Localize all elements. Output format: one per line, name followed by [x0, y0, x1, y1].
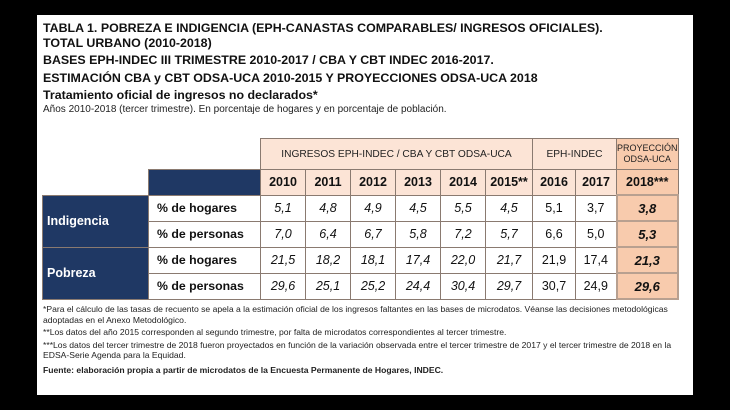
value-cell: 7,0 — [260, 220, 306, 248]
title-line-2: TOTAL URBANO (2010-2018) — [43, 35, 212, 50]
value-cell: 3,7 — [575, 194, 617, 222]
year-2014: 2014 — [440, 169, 486, 196]
value-cell: 21,9 — [532, 246, 576, 274]
title-line-5: Tratamiento oficial de ingresos no decla… — [43, 88, 318, 102]
year-2018: 2018*** — [616, 169, 679, 196]
value-cell: 6,4 — [305, 220, 351, 248]
value-cell: 24,4 — [395, 272, 441, 300]
title-block: TABLA 1. POBREZA E INDIGENCIA (EPH-CANAS… — [43, 21, 688, 115]
header-projection: PROYECCIÓN ODSA-UCA — [616, 138, 679, 170]
blank-corner — [42, 138, 261, 170]
year-2017: 2017 — [575, 169, 617, 196]
title-line-3: BASES EPH-INDEC III TRIMESTRE 2010-2017 … — [43, 53, 494, 67]
value-cell: 7,2 — [440, 220, 486, 248]
value-cell: 17,4 — [395, 246, 441, 274]
year-2012: 2012 — [350, 169, 396, 196]
poverty-table: INGRESOS EPH-INDEC / CBA Y CBT ODSA-UCA … — [42, 138, 680, 300]
year-2011: 2011 — [305, 169, 351, 196]
value-cell: 30,7 — [532, 272, 576, 300]
year-2015: 2015** — [485, 169, 533, 196]
row-label: % de hogares — [148, 246, 261, 274]
document-page: TABLA 1. POBREZA E INDIGENCIA (EPH-CANAS… — [37, 15, 693, 395]
group-label-pobreza: Pobreza — [42, 246, 149, 300]
value-cell: 5,8 — [395, 220, 441, 248]
year-row: 2010 2011 2012 2013 2014 2015** 2016 201… — [42, 169, 679, 196]
value-cell: 24,9 — [575, 272, 617, 300]
blank-cell — [42, 169, 149, 195]
value-cell: 4,5 — [485, 194, 533, 222]
title-line-1: TABLA 1. POBREZA E INDIGENCIA (EPH-CANAS… — [43, 21, 603, 35]
value-cell: 25,1 — [305, 272, 351, 300]
year-2013: 2013 — [395, 169, 441, 196]
footnote-2: **Los datos del año 2015 corresponden al… — [43, 327, 507, 338]
table-row: % de personas 7,0 6,4 6,7 5,8 7,2 5,7 6,… — [43, 220, 680, 248]
value-cell: 18,2 — [305, 246, 351, 274]
footnotes: *Para el cálculo de las tasas de recuent… — [43, 304, 691, 378]
row-label: % de personas — [148, 272, 261, 300]
value-cell: 29,7 — [485, 272, 533, 300]
navy-header-cell — [148, 169, 261, 196]
group-header-row: INGRESOS EPH-INDEC / CBA Y CBT ODSA-UCA … — [42, 138, 679, 170]
row-label: % de personas — [148, 220, 261, 248]
projection-cell: 21,3 — [615, 246, 680, 274]
value-cell: 5,1 — [532, 194, 576, 222]
value-cell: 18,1 — [350, 246, 396, 274]
value-cell: 5,1 — [260, 194, 306, 222]
value-cell: 21,5 — [260, 246, 306, 274]
title-line-4: ESTIMACIÓN CBA y CBT ODSA-UCA 2010-2015 … — [43, 70, 538, 85]
header-ingresos: INGRESOS EPH-INDEC / CBA Y CBT ODSA-UCA — [260, 138, 533, 170]
value-cell: 4,9 — [350, 194, 396, 222]
value-cell: 17,4 — [575, 246, 617, 274]
value-cell: 4,5 — [395, 194, 441, 222]
value-cell: 4,8 — [305, 194, 351, 222]
value-cell: 5,5 — [440, 194, 486, 222]
table-row: % de personas 29,6 25,1 25,2 24,4 30,4 2… — [43, 272, 680, 300]
row-label: % de hogares — [148, 194, 261, 222]
header-projection-line1: PROYECCIÓN — [617, 143, 678, 153]
value-cell: 6,6 — [532, 220, 576, 248]
table-row: Indigencia % de hogares 5,1 4,8 4,9 4,5 … — [42, 194, 680, 248]
projection-cell: 29,6 — [615, 272, 680, 300]
value-cell: 5,0 — [575, 220, 617, 248]
group-label-indigencia: Indigencia — [42, 194, 149, 248]
table-row: Pobreza % de hogares 21,5 18,2 18,1 17,4… — [42, 246, 680, 300]
value-cell: 30,4 — [440, 272, 486, 300]
footnote-1: *Para el cálculo de las tasas de recuent… — [43, 304, 668, 325]
subtitle: Años 2010-2018 (tercer trimestre). En po… — [43, 104, 447, 115]
value-cell: 25,2 — [350, 272, 396, 300]
value-cell: 5,7 — [485, 220, 533, 248]
header-eph: EPH-INDEC — [532, 138, 617, 170]
projection-cell: 5,3 — [615, 220, 680, 248]
year-2010: 2010 — [260, 169, 306, 196]
footnote-3: ***Los datos del tercer trimestre de 201… — [43, 339, 672, 361]
value-cell: 21,7 — [485, 246, 533, 274]
value-cell: 29,6 — [260, 272, 306, 300]
source-note: Fuente: elaboración propia a partir de m… — [43, 364, 444, 375]
header-projection-line2: ODSA-UCA — [623, 154, 672, 164]
value-cell: 22,0 — [440, 246, 486, 274]
year-2016: 2016 — [532, 169, 576, 196]
projection-cell: 3,8 — [615, 194, 680, 222]
value-cell: 6,7 — [350, 220, 396, 248]
